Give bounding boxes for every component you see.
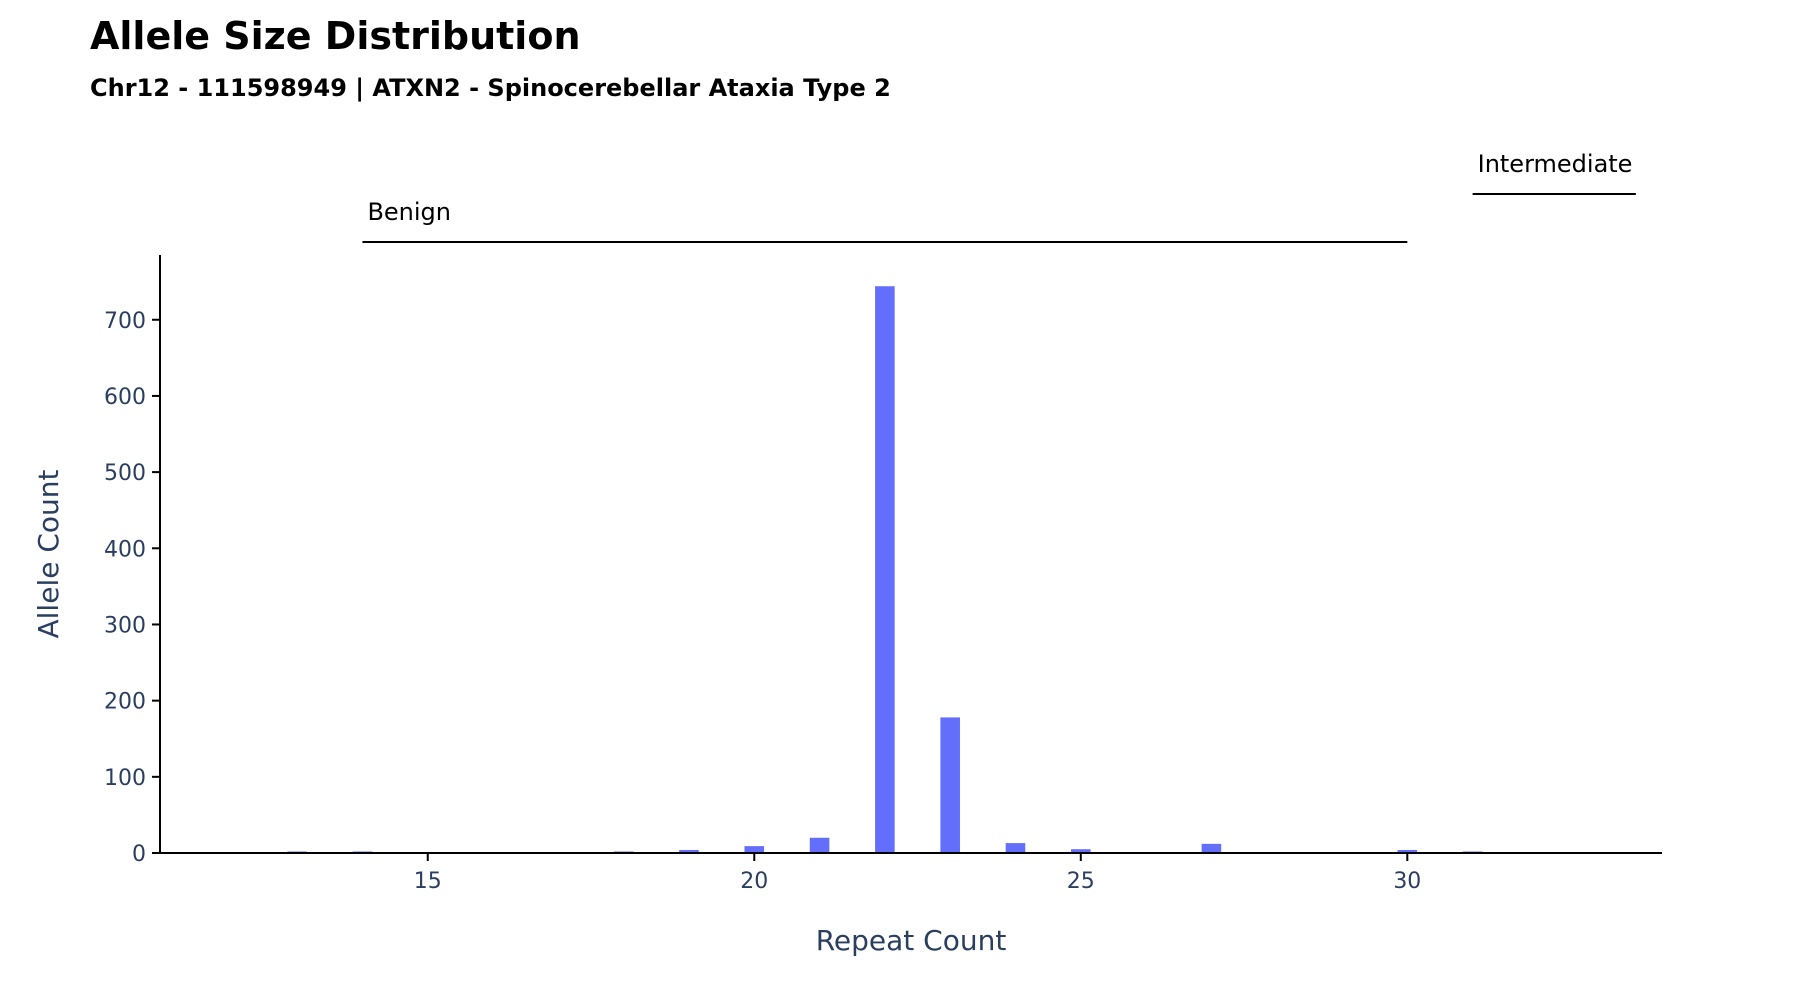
- y-tick-label-500: 500: [104, 461, 146, 486]
- bar-19: [679, 849, 699, 853]
- range-annotations: Benign Intermediate: [362, 150, 1636, 243]
- x-tick-label-30: 30: [1393, 869, 1421, 894]
- range-label-intermediate: Intermediate: [1478, 150, 1633, 178]
- y-tick-label-200: 200: [104, 690, 146, 715]
- x-tick-label-20: 20: [740, 869, 768, 894]
- x-tick-label-15: 15: [414, 869, 442, 894]
- x-axis-title: Repeat Count: [816, 924, 1007, 957]
- y-tick-label-300: 300: [104, 613, 146, 638]
- y-tick-label-400: 400: [104, 537, 146, 562]
- x-tick-labels: 15 20 25 30: [414, 853, 1421, 894]
- bar-series: [156, 286, 1483, 853]
- y-tick-label-100: 100: [104, 766, 146, 791]
- bar-25: [1070, 849, 1091, 853]
- bar-24: [1005, 843, 1026, 853]
- bar-22: [875, 286, 895, 853]
- y-tick-label-700: 700: [104, 309, 146, 334]
- y-tick-label-600: 600: [104, 385, 146, 410]
- axes: [159, 255, 1662, 854]
- y-tick-label-0: 0: [132, 842, 146, 867]
- chart-title: Allele Size Distribution: [90, 14, 581, 58]
- y-tick-labels: 0 100 200 300 400 500 600 700: [104, 309, 160, 867]
- bar-23: [940, 717, 960, 853]
- y-axis-title: Allele Count: [32, 469, 65, 638]
- bar-20: [744, 846, 765, 853]
- chart-subtitle: Chr12 - 111598949 | ATXN2 - Spinocerebel…: [90, 74, 891, 102]
- x-tick-label-25: 25: [1067, 869, 1095, 894]
- bar-21: [809, 837, 830, 853]
- bar-30: [1397, 849, 1418, 853]
- range-label-benign: Benign: [367, 198, 451, 226]
- bar-27: [1201, 843, 1222, 853]
